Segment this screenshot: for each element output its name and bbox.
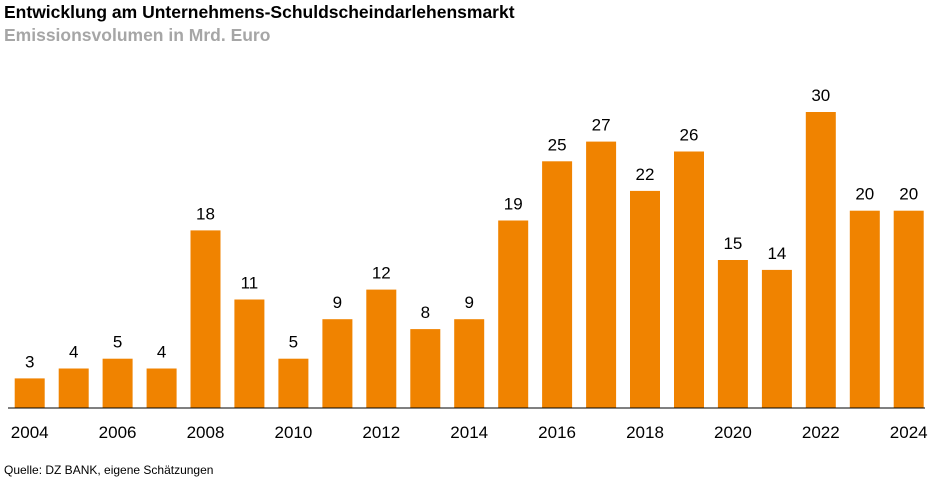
value-label-2008: 18 — [196, 204, 215, 223]
value-label-2014: 9 — [464, 293, 473, 312]
x-tick-label-2008: 2008 — [187, 423, 225, 442]
value-label-2015: 19 — [504, 195, 523, 214]
value-label-2010: 5 — [289, 333, 298, 352]
x-tick-label-2004: 2004 — [11, 423, 49, 442]
x-tick-label-2024: 2024 — [890, 423, 928, 442]
value-label-2020: 15 — [723, 234, 742, 253]
value-label-2024: 20 — [899, 185, 918, 204]
bar-2023 — [849, 210, 880, 408]
x-tick-label-2006: 2006 — [99, 423, 137, 442]
bar-2017 — [586, 141, 617, 408]
x-tick-label-2020: 2020 — [714, 423, 752, 442]
bar-2024 — [893, 210, 924, 408]
source-note: Quelle: DZ BANK, eigene Schätzungen — [4, 463, 214, 477]
value-label-2012: 12 — [372, 264, 391, 283]
bar-2015 — [498, 220, 529, 408]
x-tick-label-2018: 2018 — [626, 423, 664, 442]
value-label-2022: 30 — [811, 86, 830, 105]
value-label-2006: 5 — [113, 333, 122, 352]
value-label-2018: 22 — [636, 165, 655, 184]
x-tick-label-2014: 2014 — [450, 423, 488, 442]
bar-2021 — [761, 269, 792, 408]
value-label-2019: 26 — [680, 126, 699, 145]
bar-2010 — [278, 358, 309, 408]
value-label-2021: 14 — [767, 244, 786, 263]
value-label-2005: 4 — [69, 343, 78, 362]
bar-2020 — [717, 260, 748, 408]
bar-2014 — [454, 319, 485, 408]
value-label-2009: 11 — [241, 274, 259, 293]
bar-2007 — [146, 368, 177, 408]
chart-subtitle: Emissionsvolumen in Mrd. Euro — [4, 25, 271, 45]
bar-2019 — [674, 151, 704, 408]
bar-2012 — [366, 289, 397, 408]
bar-2022 — [805, 112, 836, 408]
value-label-2013: 8 — [421, 303, 430, 322]
bar-2004 — [14, 378, 45, 408]
value-label-2023: 20 — [855, 185, 874, 204]
x-tick-label-2012: 2012 — [362, 423, 400, 442]
bar-2008 — [190, 230, 221, 408]
x-tick-labels-group: 2004 2006 2008 2010 2012 2014 2016 2018 2020 2022… — [11, 423, 928, 442]
bar-2009 — [234, 299, 265, 408]
value-labels-group: 3 4 5 4 18 11 5 9 12 8 9 19 25 27 22 26 15 14 30 20 20 — [25, 86, 918, 371]
x-tick-label-2022: 2022 — [802, 423, 840, 442]
bars-group — [14, 112, 924, 408]
x-tick-label-2016: 2016 — [538, 423, 576, 442]
bar-2018 — [630, 190, 660, 408]
chart-title: Entwicklung am Unternehmens-Schuldschein… — [4, 2, 515, 22]
value-label-2016: 25 — [548, 135, 567, 154]
bar-2016 — [542, 161, 573, 408]
value-label-2004: 3 — [25, 352, 34, 371]
bar-2006 — [102, 358, 133, 408]
x-tick-label-2010: 2010 — [274, 423, 312, 442]
bar-2005 — [58, 368, 89, 408]
bar-2011 — [322, 319, 353, 408]
value-label-2011: 9 — [333, 293, 342, 312]
value-label-2007: 4 — [157, 343, 166, 362]
bar-2013 — [410, 329, 441, 408]
value-label-2017: 27 — [592, 116, 611, 135]
